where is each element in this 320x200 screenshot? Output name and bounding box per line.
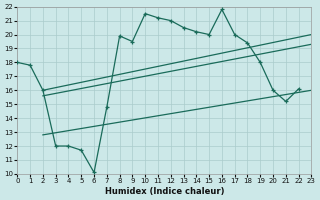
X-axis label: Humidex (Indice chaleur): Humidex (Indice chaleur) xyxy=(105,187,224,196)
